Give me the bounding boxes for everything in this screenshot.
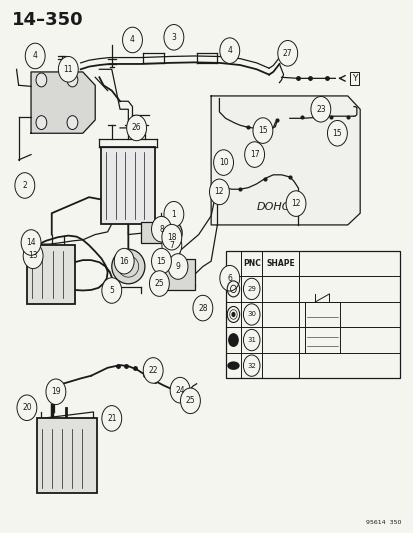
Circle shape	[58, 56, 78, 82]
Bar	[163, 259, 194, 290]
Text: 1: 1	[171, 210, 176, 219]
Circle shape	[165, 222, 182, 244]
Circle shape	[243, 329, 259, 351]
Text: 6: 6	[227, 274, 232, 282]
Text: 7: 7	[169, 241, 174, 249]
Text: SHAPE: SHAPE	[266, 259, 294, 268]
Circle shape	[243, 355, 259, 376]
Text: 29: 29	[247, 286, 256, 292]
Circle shape	[15, 173, 35, 198]
Circle shape	[149, 271, 169, 296]
Text: 3: 3	[171, 33, 176, 42]
Circle shape	[23, 243, 43, 269]
Bar	[140, 222, 165, 243]
Text: 23: 23	[315, 105, 325, 114]
Text: 12: 12	[214, 188, 223, 196]
Text: Y: Y	[351, 74, 356, 83]
Circle shape	[126, 115, 146, 141]
Text: 22: 22	[148, 366, 157, 375]
Circle shape	[36, 116, 47, 130]
Text: 26: 26	[131, 124, 141, 132]
Text: 25: 25	[154, 279, 164, 288]
Circle shape	[168, 254, 188, 279]
Text: 4: 4	[33, 52, 38, 60]
Text: 31: 31	[247, 337, 256, 343]
Circle shape	[252, 118, 272, 143]
Text: 15: 15	[257, 126, 267, 135]
Text: 27: 27	[282, 49, 292, 58]
Circle shape	[114, 248, 134, 274]
Circle shape	[102, 406, 121, 431]
Circle shape	[327, 120, 347, 146]
Circle shape	[244, 142, 264, 167]
Circle shape	[209, 179, 229, 205]
Text: 15: 15	[332, 129, 342, 138]
Text: 21: 21	[107, 414, 116, 423]
Circle shape	[243, 304, 259, 325]
Circle shape	[180, 388, 200, 414]
Circle shape	[213, 150, 233, 175]
Text: 4: 4	[130, 36, 135, 44]
Circle shape	[219, 265, 239, 291]
Circle shape	[228, 333, 238, 347]
Circle shape	[231, 312, 235, 317]
Polygon shape	[31, 72, 95, 133]
Circle shape	[277, 41, 297, 66]
Text: DOHC: DOHC	[256, 202, 289, 212]
Circle shape	[67, 73, 78, 87]
Circle shape	[161, 232, 181, 258]
Bar	[101, 147, 155, 224]
Text: 20: 20	[22, 403, 32, 412]
Bar	[27, 245, 74, 304]
Circle shape	[21, 230, 41, 255]
Circle shape	[67, 116, 78, 130]
Circle shape	[243, 278, 259, 300]
Circle shape	[164, 25, 183, 50]
Text: 9: 9	[175, 262, 180, 271]
Text: 24: 24	[175, 386, 185, 394]
Text: 4: 4	[227, 46, 232, 55]
Circle shape	[285, 191, 305, 216]
Text: 32: 32	[247, 362, 256, 369]
Text: 8: 8	[159, 225, 164, 233]
Text: 17: 17	[249, 150, 259, 159]
Circle shape	[122, 27, 142, 53]
Circle shape	[151, 248, 171, 274]
Polygon shape	[211, 96, 359, 225]
Bar	[225, 251, 399, 378]
Ellipse shape	[112, 249, 145, 284]
Ellipse shape	[227, 361, 239, 370]
Text: 18: 18	[167, 233, 176, 241]
Text: 15: 15	[156, 257, 166, 265]
Text: 13: 13	[28, 252, 38, 260]
Circle shape	[310, 96, 330, 122]
Text: 5: 5	[109, 286, 114, 295]
Circle shape	[25, 43, 45, 69]
Bar	[37, 418, 97, 493]
Text: 16: 16	[119, 257, 129, 265]
Circle shape	[36, 73, 47, 87]
Circle shape	[170, 377, 190, 403]
Text: 11: 11	[64, 65, 73, 74]
Circle shape	[17, 395, 37, 421]
Circle shape	[164, 201, 183, 227]
Text: PNC: PNC	[242, 259, 260, 268]
Text: 28: 28	[198, 304, 207, 312]
Text: 19: 19	[51, 387, 61, 396]
Circle shape	[102, 278, 121, 303]
Text: 14–350: 14–350	[12, 11, 84, 29]
Text: 2: 2	[22, 181, 27, 190]
Circle shape	[219, 38, 239, 63]
Text: 10: 10	[218, 158, 228, 167]
Circle shape	[143, 358, 163, 383]
Text: 25: 25	[185, 397, 195, 405]
Text: 12: 12	[291, 199, 300, 208]
Text: 14: 14	[26, 238, 36, 247]
Text: 95614  350: 95614 350	[366, 520, 401, 525]
Circle shape	[192, 295, 212, 321]
Text: 30: 30	[247, 311, 256, 318]
Circle shape	[161, 224, 181, 250]
Circle shape	[46, 379, 66, 405]
Circle shape	[151, 216, 171, 242]
